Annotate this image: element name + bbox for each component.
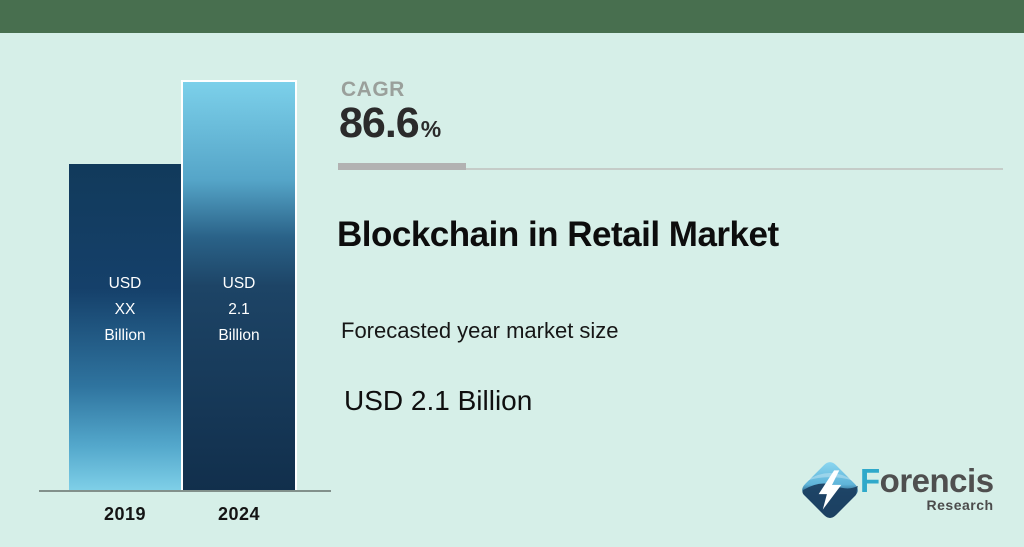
bar-2024-value-line: 2.1 [228,301,250,318]
bar-2019-value-label: USD XX Billion [69,271,181,349]
bar-2024-value-label: USD 2.1 Billion [183,271,295,349]
logo-text: Forencis Research [860,464,994,513]
bar-2019 [69,164,181,491]
bar-2024-value-line: USD [222,275,256,292]
market-size-value: USD 2.1 Billion [344,385,533,416]
logo-brand-rest: orencis [879,462,994,499]
bolt-icon [818,470,842,510]
bar-2019-value-line: Billion [104,327,146,344]
market-size-caption: Forecasted year market size [341,318,619,343]
x-tick-2024: 2024 [217,504,261,524]
logo-brand-text: Forencis [860,464,994,497]
top-banner-bar [0,0,1024,33]
cagr-label: CAGR [341,78,405,101]
page-title: Blockchain in Retail Market [337,215,779,254]
section-divider-line [466,168,1003,170]
cagr-underline [338,163,466,170]
cagr-percent-sign: % [420,116,442,142]
x-tick-2019: 2019 [103,504,147,524]
forencis-logo: Forencis Research [796,456,994,524]
cagr-number: 86.6 [339,99,420,147]
cagr-value: 86.6 % [339,99,442,147]
logo-research-text: Research [926,497,994,513]
bar-2024-value-line: Billion [218,327,260,344]
bar-2019-value-line: XX [114,301,136,318]
logo-diamond-mark [802,462,858,518]
x-axis-line [39,490,331,492]
logo-brand-initial: F [860,462,880,499]
bar-2019-value-line: USD [108,275,142,292]
bar-2024 [181,80,297,491]
